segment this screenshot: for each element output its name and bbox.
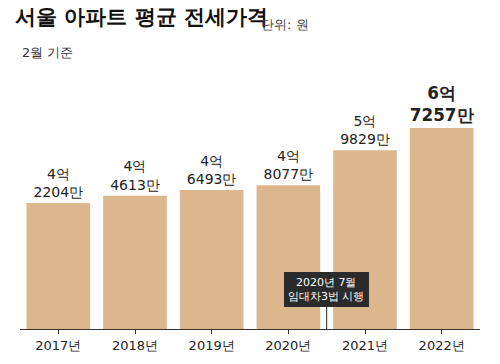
- svg-text:4억4613만: 4억4613만: [110, 158, 160, 192]
- svg-text:4억6493만: 4억6493만: [187, 153, 237, 187]
- svg-text:단위: 원: 단위: 원: [261, 17, 309, 32]
- svg-text:5억9829만: 5억9829만: [340, 113, 390, 147]
- svg-text:2021년: 2021년: [342, 338, 388, 353]
- svg-text:4억2204만: 4억2204만: [34, 166, 84, 200]
- svg-text:서울 아파트 평균 전세가격: 서울 아파트 평균 전세가격: [15, 5, 268, 29]
- svg-text:2020년: 2020년: [265, 338, 311, 353]
- svg-text:2020년 7월임대차3법 시행: 2020년 7월임대차3법 시행: [288, 276, 365, 303]
- svg-text:2017년: 2017년: [35, 338, 81, 353]
- svg-text:2022년: 2022년: [419, 338, 465, 353]
- svg-text:2월 기준: 2월 기준: [22, 45, 73, 60]
- svg-text:2018년: 2018년: [112, 338, 158, 353]
- svg-text:2019년: 2019년: [189, 338, 235, 353]
- svg-text:4억8077만: 4억8077만: [264, 148, 314, 182]
- svg-text:6억7257만: 6억7257만: [410, 83, 474, 125]
